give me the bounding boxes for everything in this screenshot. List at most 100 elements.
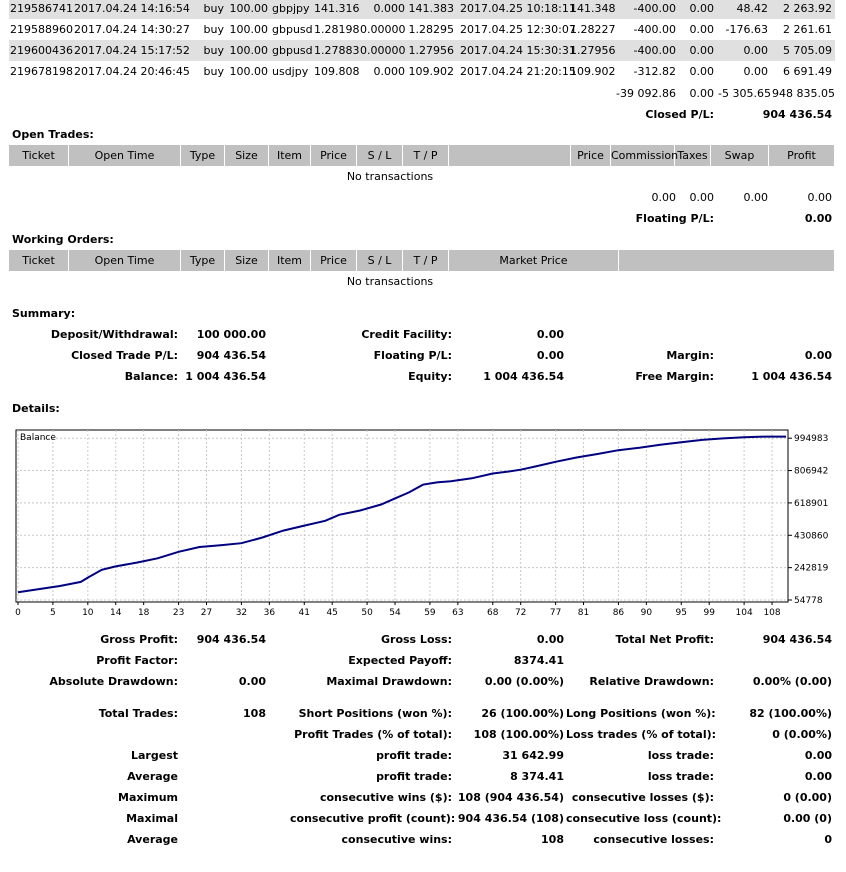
balance-line [17,435,786,594]
table-cell: 141.348 [570,2,616,15]
column-header: Open Time [69,250,181,271]
column-header: Type [181,145,225,166]
stat-value: 26 (100.00%) [481,707,564,720]
column-header: Ticket [9,145,69,166]
stat-label: consecutive losses ($): [571,791,714,804]
margin-value: 0.00 [804,349,832,362]
x-tick-label: 50 [361,608,373,618]
stat-label: consecutive losses: [593,833,714,846]
table-cell: 2017.04.25 12:30:07 [460,23,576,36]
stat-label: consecutive wins ($): [319,791,452,804]
open-trades-empty: No transactions [346,170,434,183]
equity-value: 1 004 436.54 [483,370,564,383]
table-cell: buy [203,44,224,57]
y-tick-label: 994983 [794,434,828,444]
x-tick-label: 63 [452,608,463,618]
table-cell: 100.00 [229,65,269,78]
table-cell: -400.00 [633,2,676,15]
table-cell: 0.000 [373,2,406,15]
table-cell: 2017.04.24 14:30:27 [74,23,190,36]
table-cell: 0.00 [689,65,715,78]
table-cell: 100.00 [229,44,269,57]
column-header: Taxes [675,145,711,166]
y-tick-label: 430860 [794,531,829,541]
balance-chart: 994983 806942 618901 430860 242819 54778 0 5 10 1… [15,429,829,618]
table-cell: 219600436 [10,44,73,57]
free-margin-value: 1 004 436.54 [751,370,832,383]
credit-label: Credit Facility: [361,328,452,341]
table-cell: -312.82 [633,65,676,78]
stat-label: Absolute Drawdown: [49,675,178,688]
stat-label: Average [127,770,178,783]
stat-label: Profit Factor: [96,654,178,667]
table-cell: 109.902 [408,65,455,78]
stat-value: 108 [243,707,266,720]
stat-label: Average [127,833,178,846]
x-tick-label: 23 [173,608,184,618]
table-cell: 2017.04.24 21:20:15 [460,65,576,78]
table-cell: 0.00 [689,2,715,15]
closed-pl-label: Closed P/L: [645,108,714,121]
stat-value: 0.00 (0) [783,812,832,825]
stat-label: Gross Loss: [381,633,452,646]
stat-label: Profit Trades (% of total): [294,728,452,741]
credit-value: 0.00 [536,328,564,341]
stat-label: Loss trades (% of total): [566,728,717,741]
stat-label: loss trade: [647,770,714,783]
column-header: Size [225,250,269,271]
stat-value: 8 374.41 [510,770,564,783]
x-tick-label: 108 [763,608,780,618]
table-cell: 109.902 [570,65,616,78]
column-header: Item [269,145,311,166]
table-cell: 2017.04.25 10:18:11 [460,2,576,15]
table-cell: -400.00 [633,44,676,57]
table-cell: gbpusd [272,44,313,57]
table-cell: 1.27883 [314,44,360,57]
summary-floating-label: Floating P/L: [373,349,452,362]
stat-value: 108 [541,833,564,846]
table-cell: -176.63 [725,23,768,36]
table-cell: 0.00 [743,44,769,57]
x-tick-label: 77 [550,608,561,618]
stat-value: 0.00 [804,770,832,783]
stat-label: loss trade: [647,749,714,762]
table-cell: 6 691.49 [783,65,832,78]
stat-value: 31 642.99 [502,749,564,762]
closed-trade-pl-label: Closed Trade P/L: [71,349,178,362]
column-header: Price [311,250,357,271]
table-cell: 219588960 [10,23,73,36]
stat-label: Maximal [126,812,178,825]
x-tick-label: 5 [50,608,56,618]
total-commission: -39 092.86 [616,87,676,100]
x-tick-label: 54 [389,608,401,618]
table-cell: 2017.04.24 14:16:54 [74,2,190,15]
x-tick-label: 81 [578,608,589,618]
stat-label: Maximal Drawdown: [326,675,452,688]
closed-pl-value: 904 436.54 [762,108,832,121]
summary-title: Summary: [12,307,76,320]
open-floating-label: Floating P/L: [635,212,714,225]
table-cell: 2017.04.24 20:46:45 [74,65,190,78]
stat-label: Short Positions (won %): [298,707,452,720]
stat-value: 0.00 [238,675,266,688]
stat-value: 0 (0.00%) [772,728,832,741]
x-tick-label: 45 [326,608,337,618]
working-orders-empty: No transactions [346,275,434,288]
stat-label: profit trade: [376,770,452,783]
x-tick-label: 18 [138,608,150,618]
table-cell: 219586741 [10,2,73,15]
column-header: Market Price [449,250,619,271]
y-tick-label: 54778 [794,596,823,606]
table-cell: 109.808 [314,65,360,78]
working-orders-title: Working Orders: [12,233,114,246]
column-header: Ticket [9,250,69,271]
table-cell: 0.00000 [360,44,406,57]
summary-floating-value: 0.00 [536,349,564,362]
column-header: Price [311,145,357,166]
table-cell: 1.28198 [314,23,360,36]
table-cell: 5 705.09 [783,44,832,57]
equity-label: Equity: [408,370,452,383]
column-header [449,145,571,166]
table-cell: 1.27956 [408,44,455,57]
